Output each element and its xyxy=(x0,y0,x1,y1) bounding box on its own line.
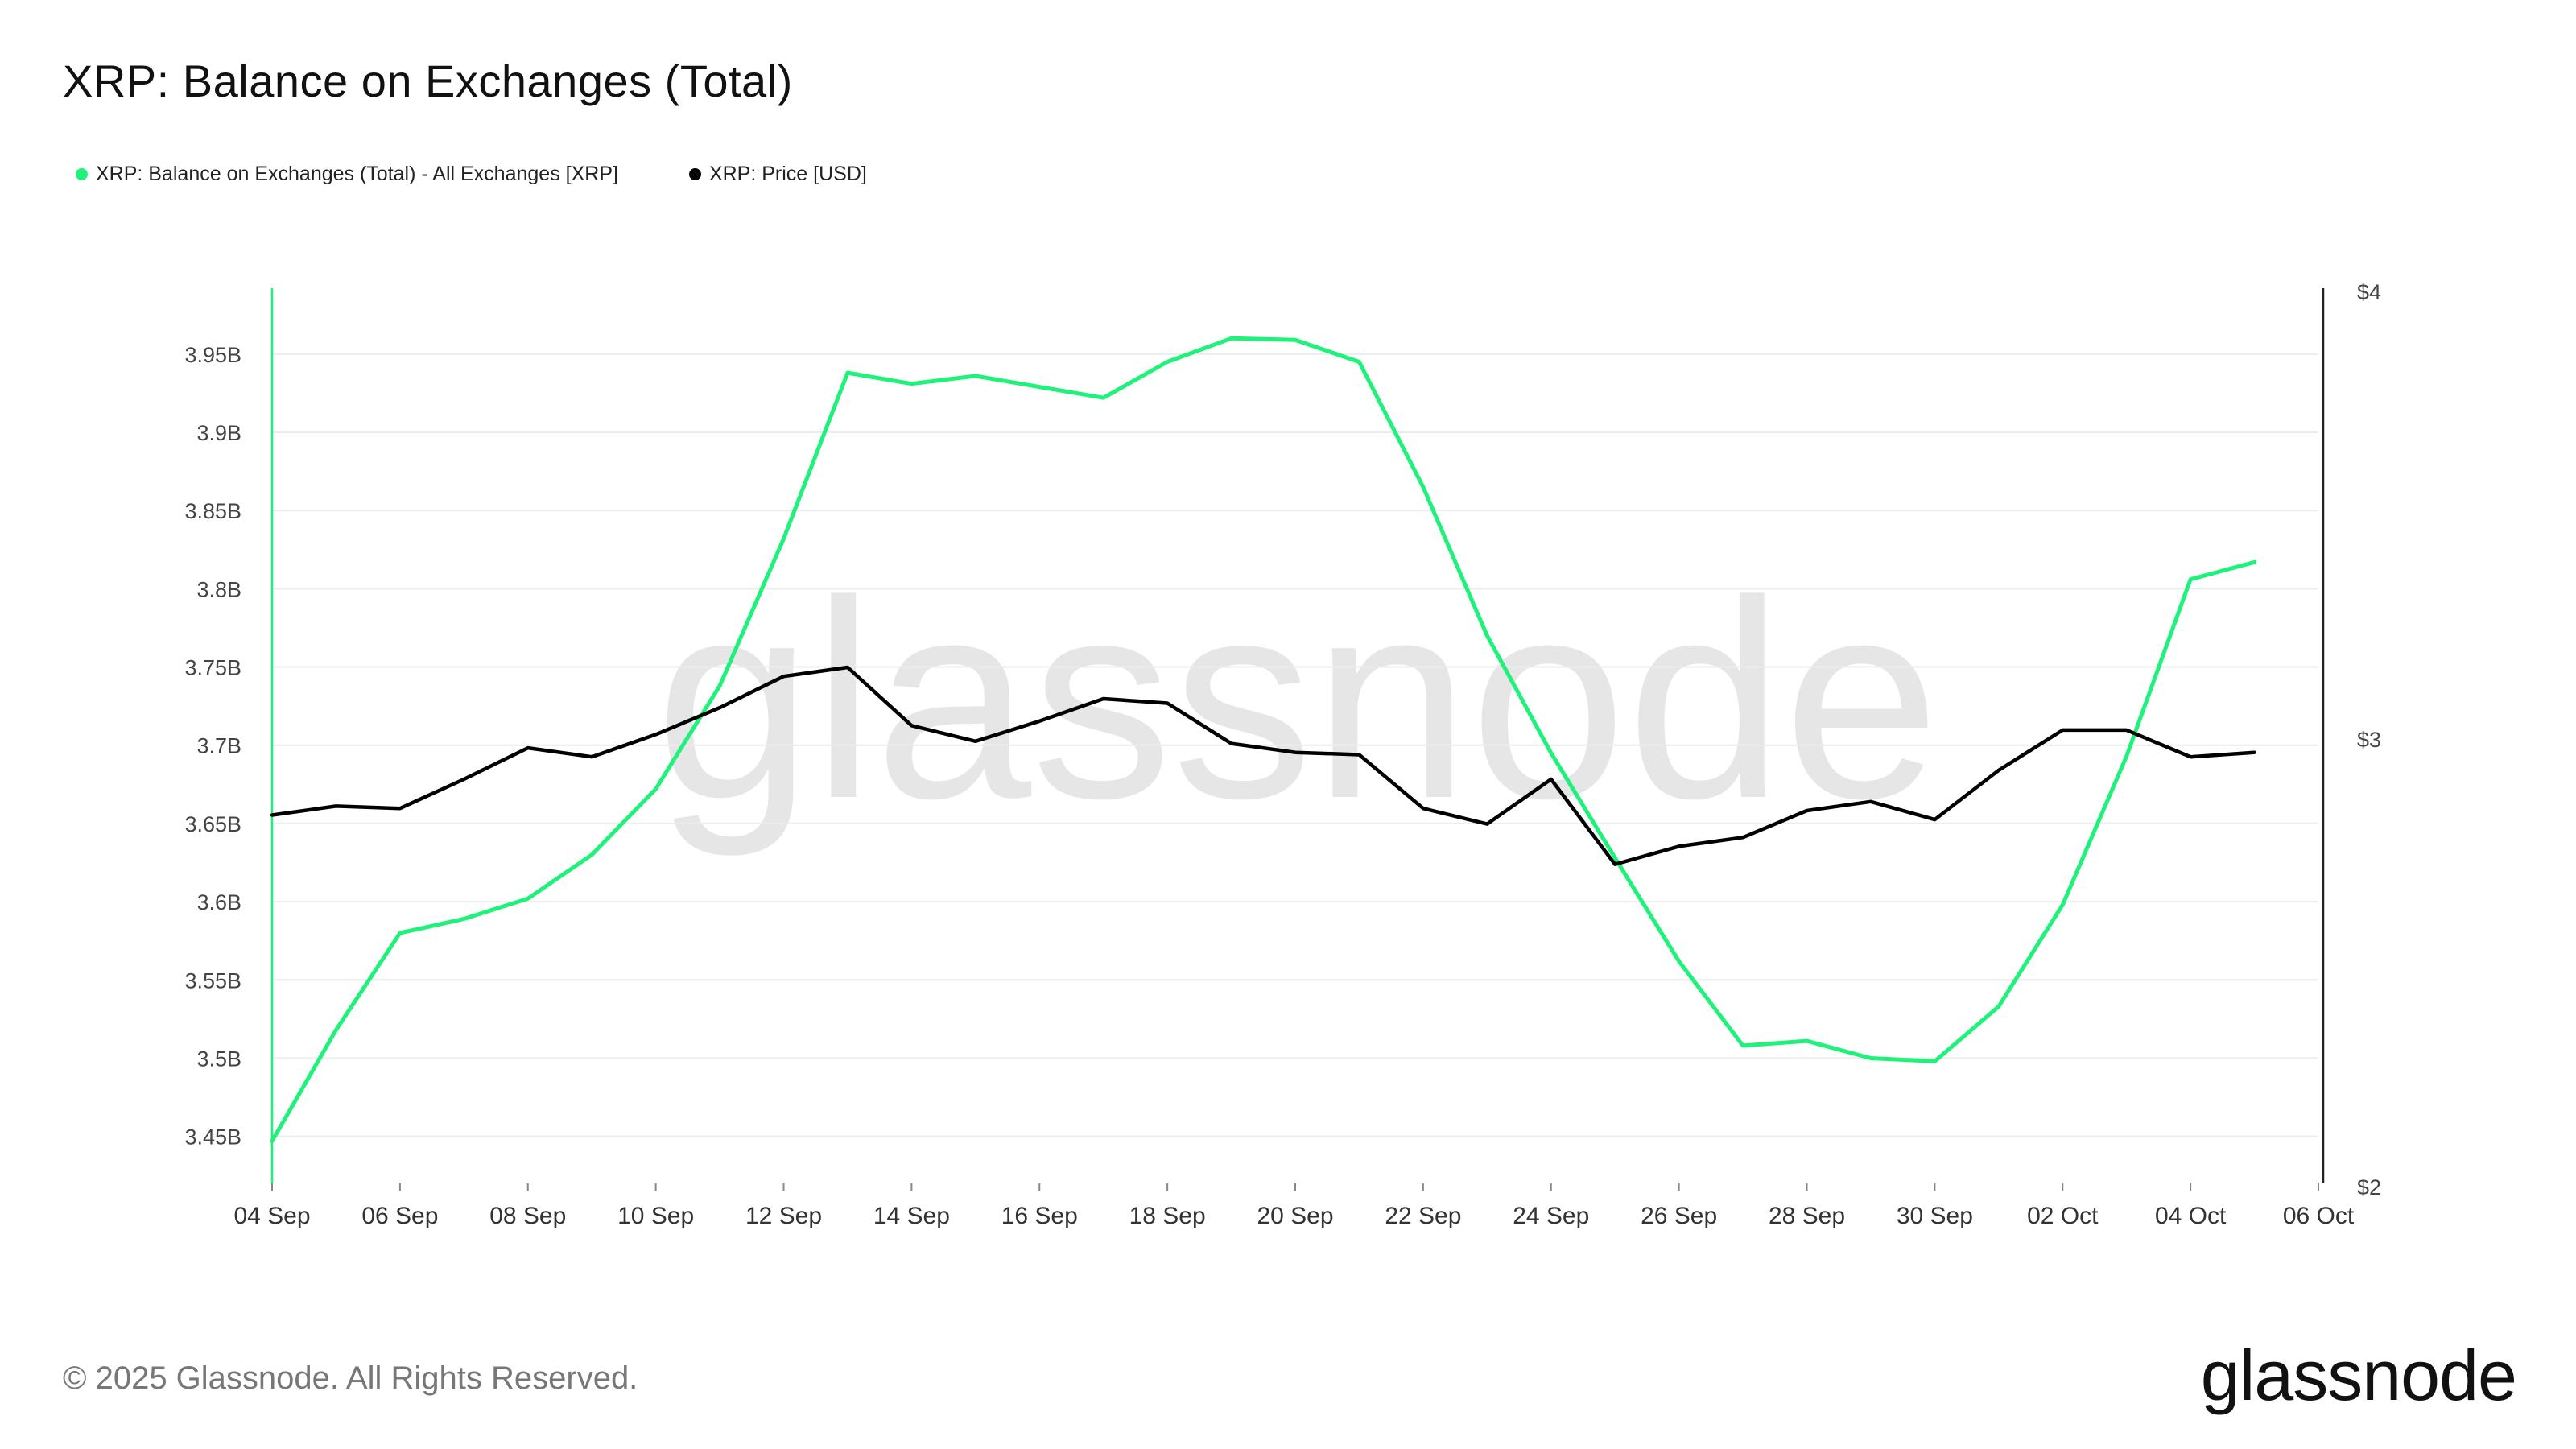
x-tick-label: 06 Sep xyxy=(361,1203,438,1229)
chart-watermark: glassnode xyxy=(655,543,1940,859)
x-tick-label: 16 Sep xyxy=(1001,1203,1078,1229)
price-series-line xyxy=(270,665,2256,866)
x-tick-label: 02 Oct xyxy=(2027,1203,2099,1229)
chart-legend: XRP: Balance on Exchanges (Total) - All … xyxy=(76,163,867,186)
y-left-tick-label: 3.65B xyxy=(184,812,242,836)
x-tick-label: 06 Oct xyxy=(2283,1203,2355,1229)
y-right-tick-label: $3 xyxy=(2357,728,2381,752)
y-left-tick-label: 3.6B xyxy=(196,890,242,914)
x-tick-label: 08 Sep xyxy=(489,1203,566,1229)
y-left-tick-label: 3.7B xyxy=(196,734,242,758)
series-layer xyxy=(270,336,2257,1143)
x-tick-label: 04 Sep xyxy=(233,1203,310,1229)
legend-item-balance[interactable]: XRP: Balance on Exchanges (Total) - All … xyxy=(76,163,618,186)
y-right-tick-label: $4 xyxy=(2357,280,2381,304)
x-tick-label: 24 Sep xyxy=(1513,1203,1589,1229)
x-tick-label: 12 Sep xyxy=(745,1203,822,1229)
legend-label-price: XRP: Price [USD] xyxy=(708,163,867,185)
y-left-tick-label: 3.45B xyxy=(184,1125,242,1150)
axis-labels: 3.45B 3.5B 3.55B 3.6B 3.65B 3.7B 3.75B 3.8B 3.85… xyxy=(184,280,2381,1229)
legend-label-balance: XRP: Balance on Exchanges (Total) - All … xyxy=(96,163,618,185)
x-tick-label: 04 Oct xyxy=(2155,1203,2227,1229)
legend-item-price[interactable]: XRP: Price [USD] xyxy=(688,163,867,186)
y-left-tick-label: 3.75B xyxy=(184,656,242,680)
x-tick-label: 20 Sep xyxy=(1257,1203,1333,1229)
y-left-tick-label: 3.95B xyxy=(184,343,242,367)
legend-marker-balance xyxy=(76,168,88,180)
copyright-footer: © 2025 Glassnode. All Rights Reserved. xyxy=(63,1360,638,1396)
y-left-tick-label: 3.55B xyxy=(184,968,242,993)
chart-title: XRP: Balance on Exchanges (Total) xyxy=(63,56,793,106)
gridlines xyxy=(272,353,2318,1137)
x-tick-label: 30 Sep xyxy=(1897,1203,1973,1229)
balance-series-line xyxy=(270,336,2257,1143)
x-tick-label: 10 Sep xyxy=(617,1203,694,1229)
glassnode-logo: glassnode xyxy=(2200,1335,2517,1415)
legend-marker-price xyxy=(688,168,701,180)
x-tick-label: 28 Sep xyxy=(1769,1203,1845,1229)
x-tick-label: 14 Sep xyxy=(873,1203,950,1229)
x-tick-label: 22 Sep xyxy=(1385,1203,1461,1229)
axes xyxy=(270,288,2325,1191)
x-tick-label: 26 Sep xyxy=(1641,1203,1717,1229)
y-left-tick-label: 3.8B xyxy=(196,577,242,601)
y-right-tick-label: $2 xyxy=(2357,1175,2381,1199)
x-tick-label: 18 Sep xyxy=(1129,1203,1206,1229)
y-left-tick-label: 3.85B xyxy=(184,499,242,523)
y-left-tick-label: 3.5B xyxy=(196,1046,242,1071)
y-left-tick-label: 3.9B xyxy=(196,421,242,445)
